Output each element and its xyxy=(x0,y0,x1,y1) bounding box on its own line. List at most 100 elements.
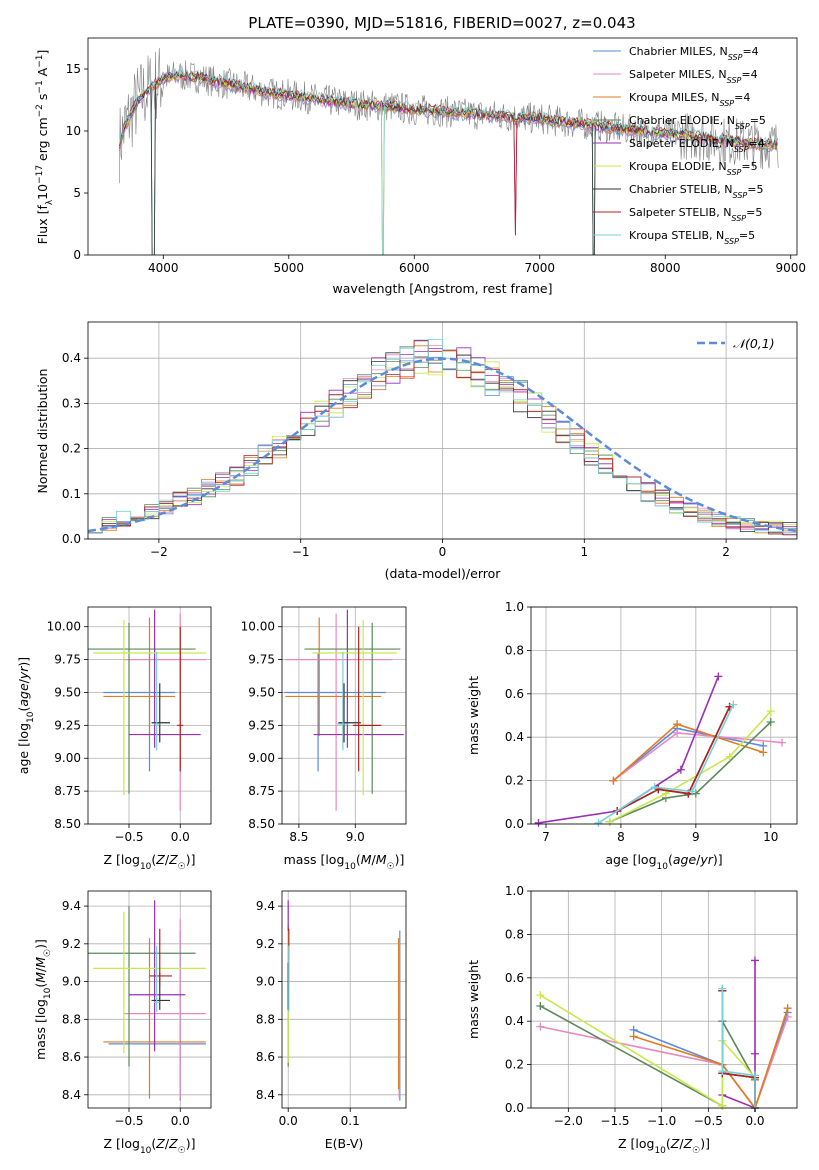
tick-label-x: −1 xyxy=(292,545,310,559)
weight-series xyxy=(633,1007,789,1110)
tick-label-y: 0.4 xyxy=(505,730,524,744)
axes-frame xyxy=(530,606,798,825)
label-part: 10 xyxy=(344,862,356,872)
tick-label-y: 10 xyxy=(66,124,81,138)
weight-marker xyxy=(751,956,759,965)
label-part: Flux [f xyxy=(35,205,50,245)
tick-label-y: 0.2 xyxy=(505,1058,524,1072)
label-part: −2 xyxy=(35,104,45,117)
y-axis-label: mass weight xyxy=(466,960,481,1039)
label-part: Salpeter ELODIE, N xyxy=(629,137,734,150)
label-part: =5 xyxy=(746,206,762,219)
label-part: )] xyxy=(33,939,48,949)
label-part: ( xyxy=(151,1136,156,1151)
weight-marker xyxy=(536,991,545,1000)
tick-label-y: 9.4 xyxy=(62,899,81,913)
weight-marker xyxy=(673,728,682,737)
tick-label-y: 0.4 xyxy=(62,351,81,365)
weight-series xyxy=(597,704,735,824)
weight-marker xyxy=(536,1022,545,1031)
tick-label-y: 8.50 xyxy=(54,817,81,831)
label-part: =5 xyxy=(739,229,755,242)
axes-frame xyxy=(281,890,407,1109)
x-axis-label: wavelength [Angstrom, rest frame] xyxy=(332,281,552,296)
label-part: Z [log xyxy=(618,1136,654,1151)
label-part: −17 xyxy=(35,165,45,184)
weight-marker xyxy=(534,818,543,827)
label-part: yr xyxy=(699,852,713,867)
weight-marker xyxy=(609,776,618,785)
y-axis-label: Flux [fλ10−17 erg cm−2 s−1 A−1] xyxy=(35,50,55,245)
tick-label-y: 0.8 xyxy=(505,927,524,941)
tick-label-y: 8.6 xyxy=(62,1050,81,1064)
label-part: / xyxy=(696,852,701,867)
plot-area xyxy=(88,339,797,536)
label-part: 10 xyxy=(654,1146,666,1156)
axes-frame xyxy=(87,890,212,1109)
tick-label-y: 9.25 xyxy=(248,718,275,732)
tick-label-y: 0.0 xyxy=(505,817,524,831)
tick-label-y: 8.50 xyxy=(248,817,275,831)
x-axis-label: mass [log10(M/M☉)] xyxy=(284,852,405,872)
weight-marker xyxy=(605,817,614,826)
label-part: Z xyxy=(670,1136,680,1151)
label-part: 10 xyxy=(35,184,50,200)
label-part: age [log xyxy=(605,852,656,867)
tick-label-x: 7 xyxy=(542,830,550,844)
model-spectrum xyxy=(119,68,778,255)
label-part: age xyxy=(673,852,697,867)
tick-label-y: 9.2 xyxy=(256,937,275,951)
x-axis-label: (data-model)/error xyxy=(385,566,502,581)
label-part: M xyxy=(376,852,387,867)
tick-label-y: 9.75 xyxy=(248,653,275,667)
tick-label-y: 8.4 xyxy=(62,1088,81,1102)
label-part: Kroupa ELODIE, N xyxy=(629,160,727,173)
tick-label-y: 0.2 xyxy=(505,774,524,788)
weight-marker xyxy=(725,752,734,761)
weight-marker xyxy=(751,1071,759,1080)
tick-label-y: 9.75 xyxy=(54,653,81,667)
plot-area xyxy=(88,900,206,1101)
weight-marker xyxy=(718,984,727,993)
label-part: Z [log xyxy=(103,852,139,867)
label-part: age [log xyxy=(16,723,31,774)
weight-marker xyxy=(676,765,685,774)
tick-label-y: 9.00 xyxy=(248,751,275,765)
weight-marker xyxy=(688,787,697,796)
label-part: SSP xyxy=(733,191,748,200)
tick-label-y: 0.8 xyxy=(505,643,524,657)
label-part: / xyxy=(372,852,377,867)
tick-label-y: 9.0 xyxy=(62,975,81,989)
label-part: SSP xyxy=(727,76,742,85)
tick-label-x: 1 xyxy=(580,545,588,559)
label-part: yr xyxy=(16,666,31,680)
tick-label-y: 0.6 xyxy=(505,687,524,701)
normal-curve xyxy=(88,357,797,533)
label-part: Z xyxy=(168,1136,178,1151)
y-axis-label: mass [log10(M/M☉)] xyxy=(33,939,53,1060)
y-axis-label: age [log10(age/yr)] xyxy=(16,657,36,774)
label-part: ( xyxy=(16,707,31,712)
label-part: ( xyxy=(151,852,156,867)
tick-label-y: 1.0 xyxy=(505,884,524,898)
label-part: SSP xyxy=(724,237,739,246)
label-part: )] xyxy=(186,852,196,867)
tick-label-x: 6000 xyxy=(399,261,430,275)
label-part: mass [log xyxy=(33,999,48,1060)
plot-area xyxy=(287,900,401,1101)
label-part: Salpeter MILES, N xyxy=(629,68,727,81)
tick-label-x: 8 xyxy=(617,830,625,844)
label-part: ( xyxy=(33,983,48,988)
tick-label-x: 9.0 xyxy=(346,830,365,844)
weight-marker xyxy=(673,720,682,729)
label-part: =5 xyxy=(747,183,763,196)
label-part: s xyxy=(35,94,50,105)
label-part: ☉ xyxy=(387,862,395,872)
plot-area xyxy=(534,672,787,827)
plot-area xyxy=(536,956,792,1112)
axes-frame xyxy=(281,606,407,825)
tick-label-y: 0.2 xyxy=(62,442,81,456)
weight-marker xyxy=(729,700,738,709)
tick-label-y: 10.00 xyxy=(241,620,275,634)
